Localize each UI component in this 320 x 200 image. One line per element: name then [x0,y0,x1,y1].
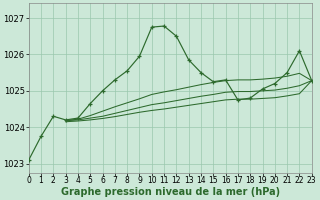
X-axis label: Graphe pression niveau de la mer (hPa): Graphe pression niveau de la mer (hPa) [61,187,280,197]
